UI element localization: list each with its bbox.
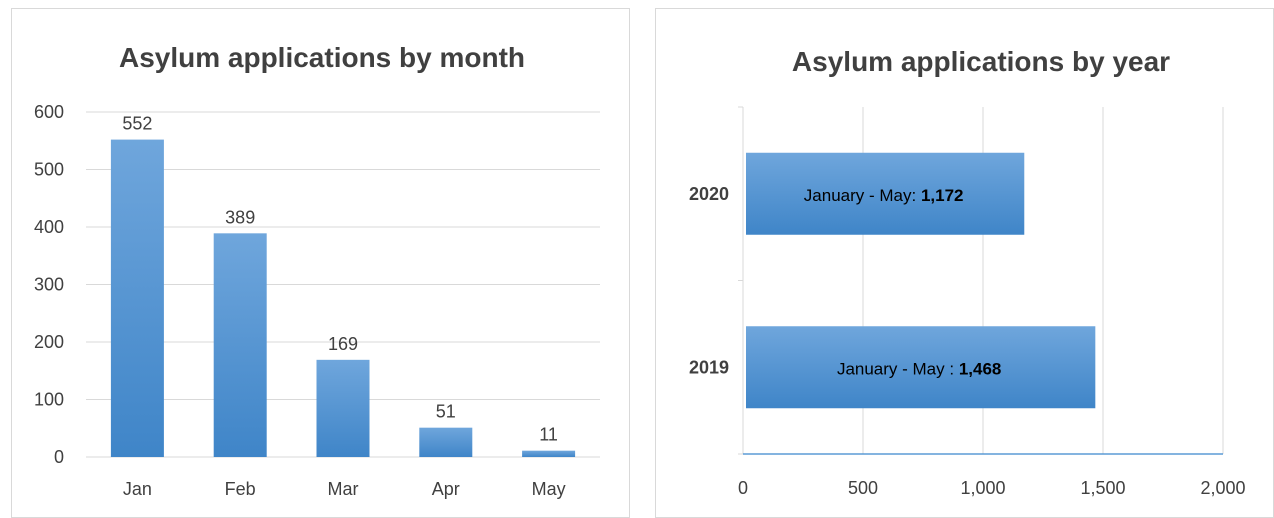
data-label: 552 <box>122 114 152 134</box>
y-tick-label: 2020 <box>689 184 729 204</box>
x-tick-label: Jan <box>123 479 152 499</box>
chart-title: Asylum applications by year <box>792 46 1170 77</box>
chart-title: Asylum applications by month <box>119 42 525 73</box>
y-tick-label: 400 <box>34 217 64 237</box>
bar-apr <box>419 427 473 457</box>
x-tick-label: Mar <box>328 479 359 499</box>
yearly-bar-chart: Asylum applications by year 0 500 1,000 1,5… <box>689 46 1246 498</box>
x-tick-label: 500 <box>848 478 878 498</box>
y-tick-label: 0 <box>54 447 64 467</box>
bar-feb <box>213 233 267 457</box>
bar-2020 <box>746 152 1025 235</box>
y-tick-label: 500 <box>34 160 64 180</box>
bar-label: January - May: 1,172 <box>804 186 964 205</box>
bar-mar <box>316 359 370 457</box>
x-tick-label: 0 <box>738 478 748 498</box>
data-label: 11 <box>539 425 558 445</box>
y-tick-label: 2019 <box>689 357 729 377</box>
bar-2019 <box>746 326 1096 409</box>
data-label: 51 <box>436 402 456 422</box>
data-label: 389 <box>225 207 255 227</box>
bar-may <box>522 450 576 457</box>
data-label: 169 <box>328 334 358 354</box>
y-tick-label: 600 <box>34 102 64 122</box>
bar-jan <box>110 139 164 457</box>
y-tick-label: 300 <box>34 275 64 295</box>
monthly-bar-chart: Asylum applications by month 0 100 200 300 4… <box>34 42 600 499</box>
x-tick-label: 1,500 <box>1080 478 1125 498</box>
x-tick-label: Feb <box>225 479 256 499</box>
x-tick-label: 2,000 <box>1200 478 1245 498</box>
yearly-chart-panel: Asylum applications by year 0 500 1,000 1,5… <box>655 8 1274 518</box>
x-tick-label: May <box>532 479 566 499</box>
monthly-chart-panel: Asylum applications by month 0 100 200 300 4… <box>11 8 630 518</box>
x-tick-label: Apr <box>432 479 460 499</box>
y-tick-label: 100 <box>34 390 64 410</box>
y-tick-label: 200 <box>34 332 64 352</box>
bar-label: January - May : 1,468 <box>837 359 1001 378</box>
x-tick-label: 1,000 <box>960 478 1005 498</box>
